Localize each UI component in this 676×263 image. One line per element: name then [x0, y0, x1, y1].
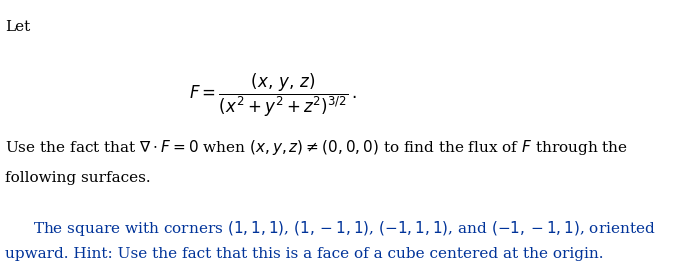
Text: $F = \dfrac{(x,\, y,\, z)}{(x^2 + y^2 + z^2)^{3/2}}\,.$: $F = \dfrac{(x,\, y,\, z)}{(x^2 + y^2 + …: [189, 72, 357, 119]
Text: Let: Let: [5, 21, 30, 34]
Text: The square with corners $(1, 1, 1)$, $(1, -1, 1)$, $(-1, 1, 1)$, and $(-1, -1, 1: The square with corners $(1, 1, 1)$, $(1…: [32, 219, 655, 238]
Text: upward. Hint: Use the fact that this is a face of a cube centered at the origin.: upward. Hint: Use the fact that this is …: [5, 247, 604, 261]
Text: following surfaces.: following surfaces.: [5, 171, 151, 185]
Text: Use the fact that $\nabla \cdot F = 0$ when $(x, y, z) \neq (0, 0, 0)$ to find t: Use the fact that $\nabla \cdot F = 0$ w…: [5, 138, 629, 157]
